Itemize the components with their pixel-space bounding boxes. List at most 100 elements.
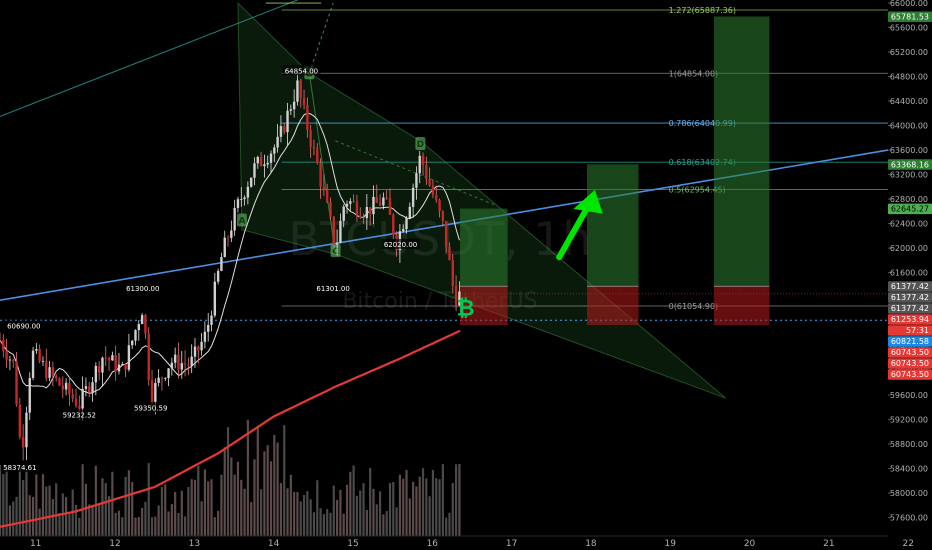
volume-bar (306, 491, 309, 536)
x-axis[interactable]: 11 12 13 14 15 16 17 18 19 20 21 22 (0, 535, 932, 550)
volume-bar (167, 511, 170, 536)
volume-bar (107, 496, 111, 536)
volume-bar (448, 512, 451, 536)
candle-body (223, 237, 226, 258)
volume-bar (256, 425, 259, 536)
volume-bar (58, 512, 61, 536)
volume-bars (0, 419, 461, 536)
volume-bar (22, 480, 25, 536)
candle-body (117, 364, 121, 372)
candle-body (207, 324, 210, 332)
volume-bar (104, 483, 107, 536)
volume-bar (418, 476, 421, 536)
candle-body (375, 196, 378, 203)
volume-bar (435, 478, 438, 536)
candle-body (12, 359, 15, 362)
volume-bar (15, 496, 18, 536)
volume-bar (326, 509, 329, 536)
volume-bar (134, 517, 137, 536)
candle-body (157, 377, 160, 383)
volume-bar (220, 474, 223, 536)
candle-body (101, 357, 104, 373)
volume-bar (200, 501, 203, 536)
annotation-label: 64854.00 (285, 67, 318, 75)
candle-body (246, 186, 250, 198)
volume-bar (438, 479, 441, 536)
volume-bar (48, 485, 51, 536)
price-label-box (888, 303, 932, 314)
fib-level-label: 1(64854.00) (669, 69, 719, 78)
volume-bar (78, 517, 81, 536)
candle-body (28, 377, 31, 413)
price-label-text: 61253.94 (891, 315, 929, 324)
volume-bar (279, 483, 283, 536)
volume-bar (98, 504, 101, 536)
price-label-box (888, 11, 932, 22)
volume-bar (263, 451, 266, 536)
volume-bar (114, 512, 117, 536)
price-label-box (888, 159, 932, 170)
price-label-text: 65781.53 (891, 12, 929, 21)
position-stop-zone (586, 286, 639, 326)
candle-body (425, 165, 428, 180)
annotation-bg (131, 402, 170, 413)
candle-body (213, 281, 217, 316)
annotation-label: 61300.00 (126, 285, 159, 293)
candle-body (382, 197, 385, 206)
y-axis-tick-label: 66000.00 (890, 0, 928, 8)
candle-body (197, 346, 200, 351)
volume-bar (445, 517, 448, 536)
x-axis-tick-label: 16 (427, 539, 439, 549)
candle-body (61, 385, 64, 390)
volume-bar (141, 507, 144, 536)
volume-bar (428, 496, 431, 536)
volume-bar (240, 479, 243, 536)
candle-body (173, 354, 177, 363)
fib-level-label: 0(61054.90) (669, 302, 719, 311)
volume-bar (349, 471, 352, 536)
bullish-arrow-shaft (556, 205, 590, 261)
candle-body (279, 126, 283, 137)
volume-bar (8, 505, 12, 536)
annotation-label: 61301.00 (316, 285, 349, 293)
candle-body (160, 377, 164, 379)
candle-body (286, 110, 289, 133)
y-axis[interactable]: 57600.00 58000.00 58400.00 58800.00 59200.00… (888, 0, 932, 536)
candle-body (91, 382, 94, 393)
candle-body (170, 362, 174, 369)
y-axis-tick-label: 64400.00 (890, 97, 928, 106)
candle-body (236, 199, 240, 208)
volume-bar (124, 476, 127, 536)
pattern-point-marker (415, 136, 426, 150)
candle-body (249, 177, 253, 187)
volume-bar (451, 482, 454, 536)
candle-body (127, 345, 131, 370)
volume-bar (296, 492, 299, 536)
price-annotations: 64854.00 61300.00 60690.00 61301.00 62020.00… (0, 65, 420, 473)
candle-body (454, 285, 458, 306)
volume-bar (312, 512, 316, 536)
candle-body (150, 380, 154, 402)
candle-body (167, 368, 170, 379)
candle-body (15, 361, 18, 405)
candle-body (378, 202, 382, 206)
candle-body (35, 349, 38, 351)
candle-body (273, 147, 276, 154)
fib-level-label: 0.5(62954.45) (669, 186, 726, 195)
volume-bar (283, 425, 286, 536)
y-axis-tick-label: 59600.00 (890, 391, 928, 400)
x-axis-tick-label: 15 (347, 539, 358, 549)
candle-body (365, 206, 369, 219)
long-moving-average (0, 329, 461, 528)
candle-body (137, 324, 141, 331)
volume-bar (299, 501, 302, 536)
volume-bar (0, 464, 2, 536)
candle-body (94, 365, 98, 383)
volume-bar (322, 514, 325, 536)
price-label-box (888, 325, 932, 336)
candle-body (302, 98, 306, 105)
volume-bar (164, 484, 167, 536)
candle-body (97, 365, 101, 373)
price-label-text: 63368.16 (891, 160, 929, 169)
